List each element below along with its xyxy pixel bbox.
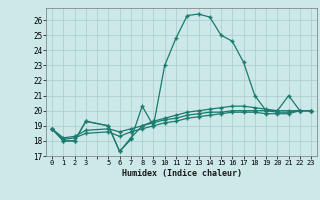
X-axis label: Humidex (Indice chaleur): Humidex (Indice chaleur) — [122, 169, 242, 178]
